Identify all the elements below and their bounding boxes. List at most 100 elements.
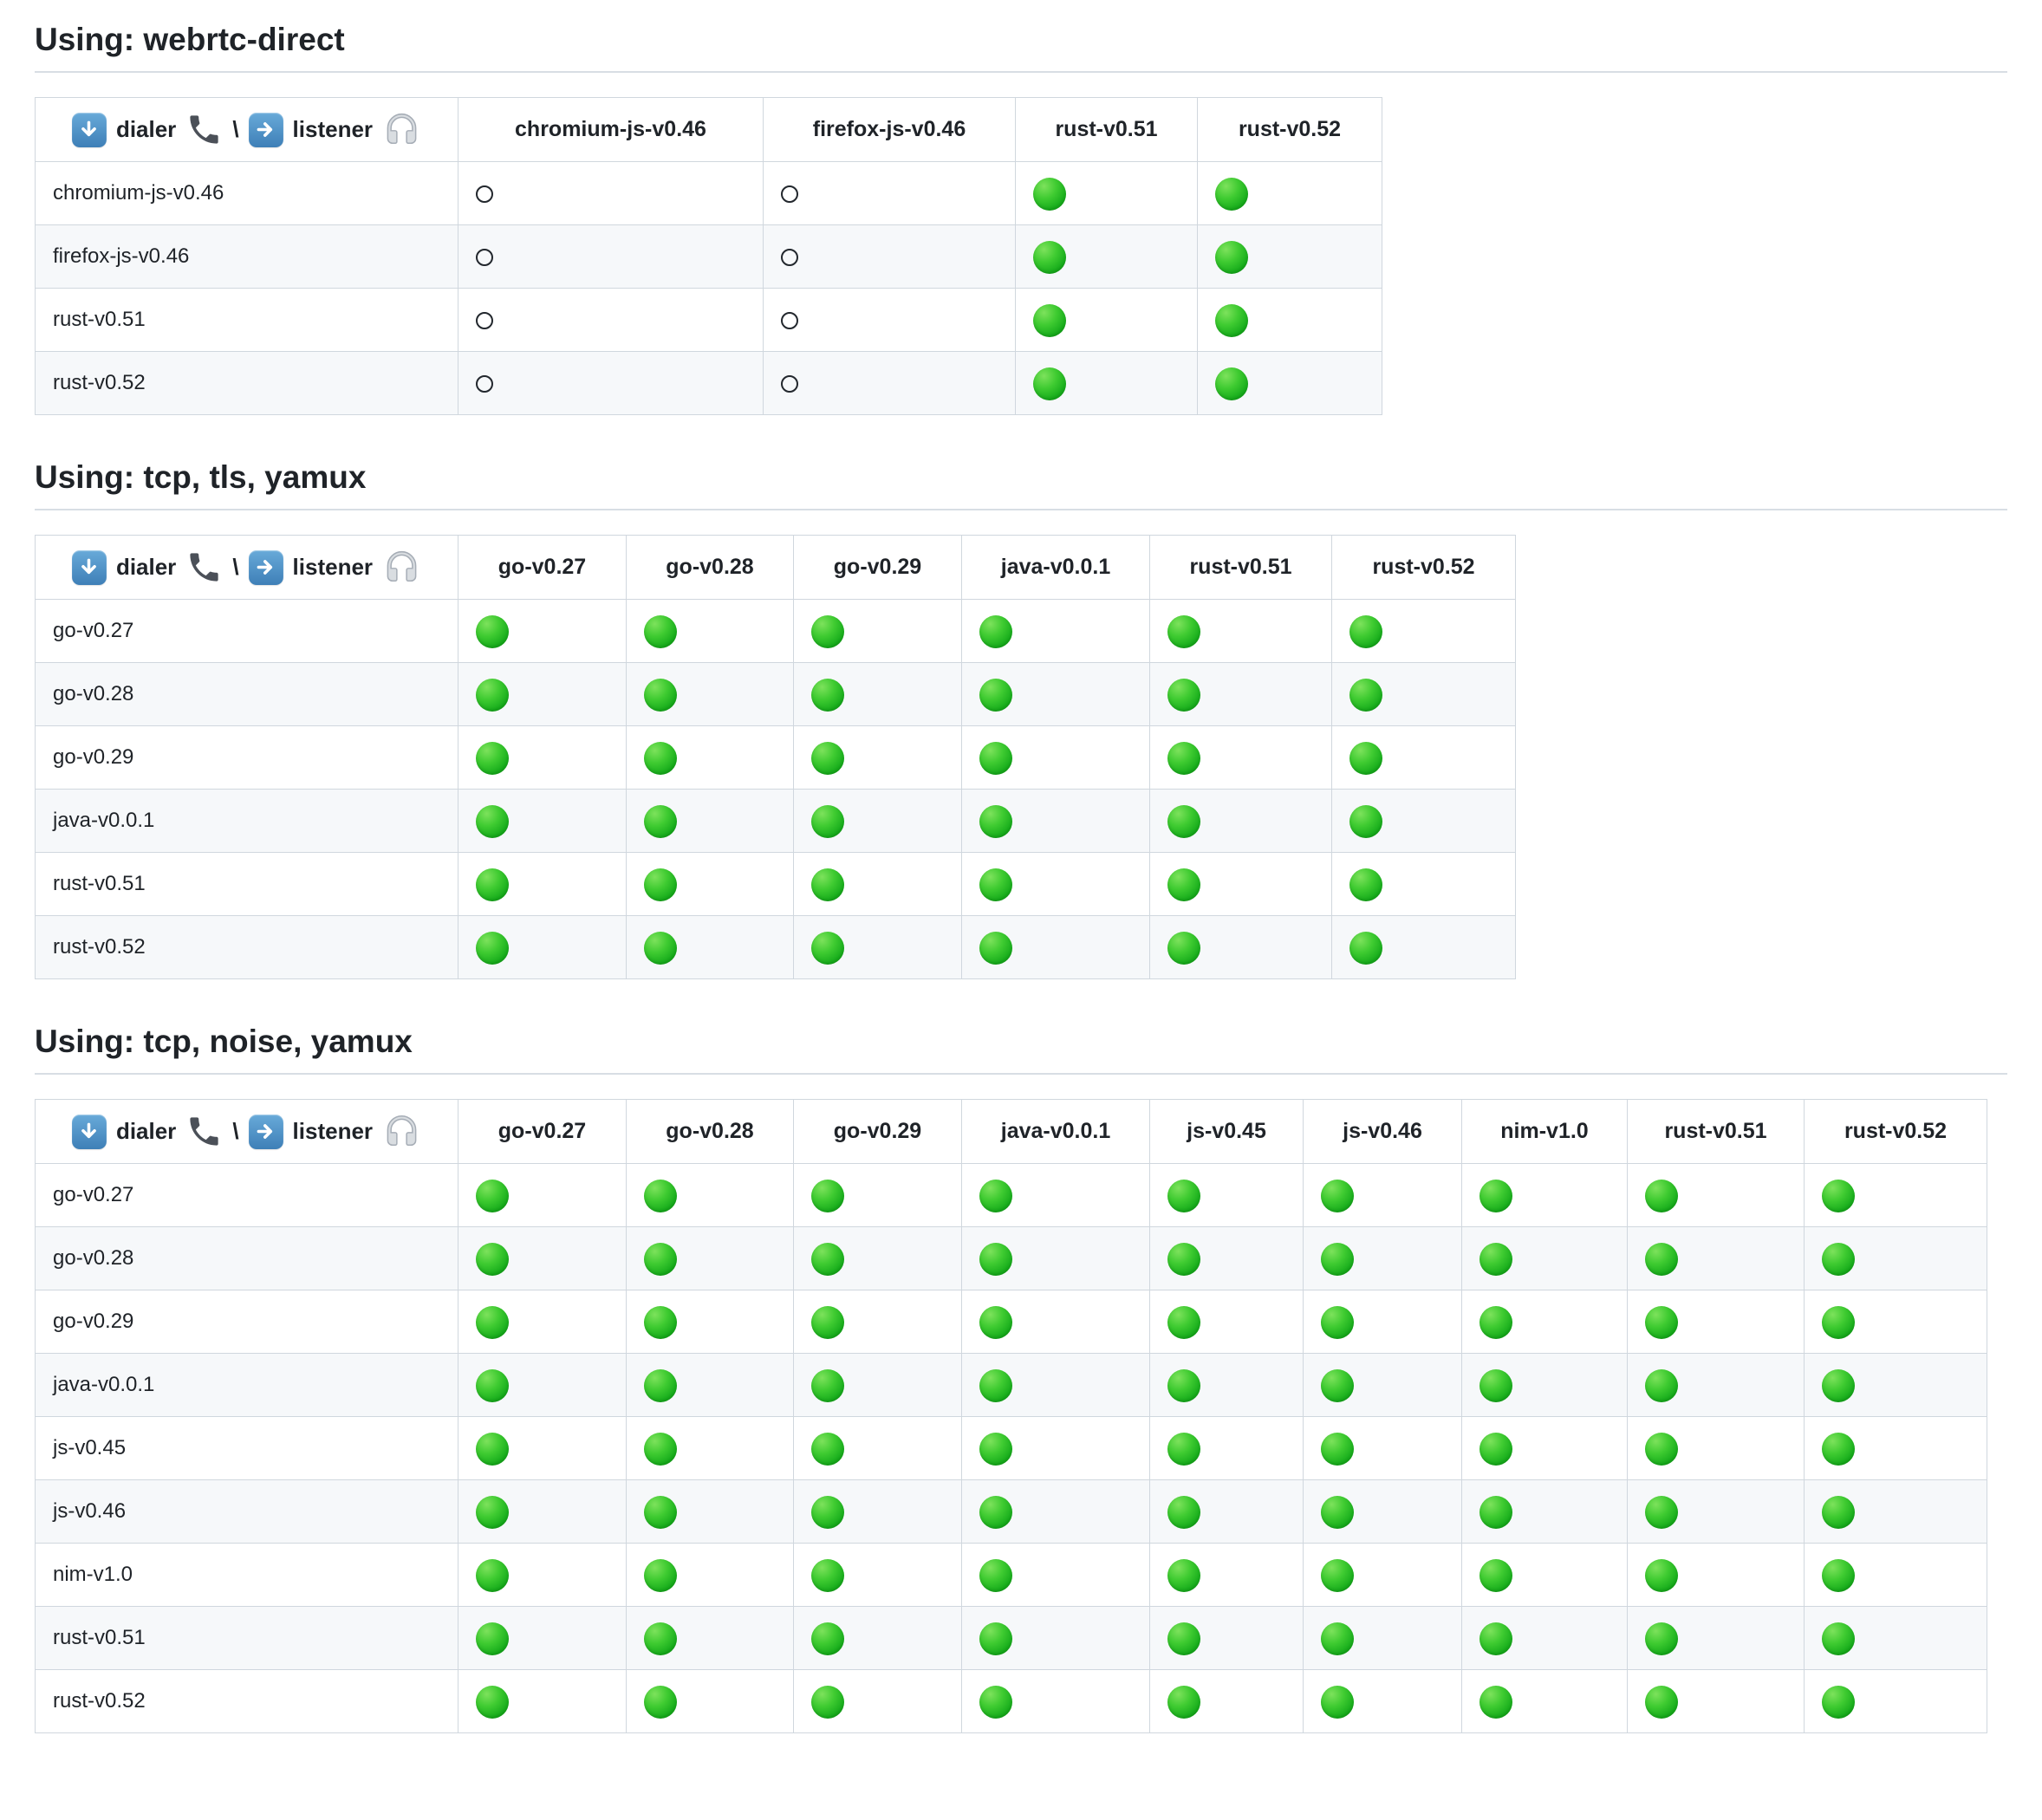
green-circle-icon: [644, 1685, 677, 1719]
green-circle-icon: [979, 931, 1012, 965]
green-circle-icon: [979, 1495, 1012, 1529]
result-cell: [1627, 1163, 1805, 1228]
green-circle-icon: [979, 1368, 1012, 1402]
column-header: firefox-js-v0.46: [763, 97, 1016, 163]
green-circle-icon: [1167, 804, 1200, 838]
result-cell: [1461, 1669, 1628, 1734]
green-circle-icon: [811, 868, 844, 901]
result-cell: [1149, 1543, 1304, 1608]
white-circle-icon: [781, 248, 798, 266]
white-circle-icon: [781, 374, 798, 393]
result-cell: [626, 1669, 794, 1734]
green-circle-icon: [1167, 868, 1200, 901]
headphones-icon: [382, 1112, 421, 1151]
result-cell: [626, 725, 794, 790]
green-circle-icon: [644, 1495, 677, 1529]
green-circle-icon: [979, 1242, 1012, 1276]
corner-separator: \: [232, 116, 239, 143]
green-circle-icon: [1167, 1242, 1200, 1276]
headphones-icon: [382, 548, 421, 587]
table-row: go-v0.27: [35, 1163, 1987, 1228]
column-header: chromium-js-v0.46: [458, 97, 764, 163]
result-cell: [1627, 1353, 1805, 1418]
corner-header: dialer \ listener: [35, 535, 458, 601]
result-cell: [961, 915, 1150, 980]
result-cell: [458, 1416, 627, 1481]
green-circle-icon: [1215, 177, 1248, 211]
result-cell: [1303, 1543, 1462, 1608]
table-row: rust-v0.51: [35, 288, 1382, 353]
result-cell: [458, 1479, 627, 1544]
green-circle-icon: [1479, 1368, 1512, 1402]
row-label: java-v0.0.1: [35, 789, 458, 854]
green-circle-icon: [811, 1495, 844, 1529]
table-row: go-v0.29: [35, 1290, 1987, 1355]
corner-content: dialer \ listener: [48, 110, 445, 149]
green-circle-icon: [1645, 1622, 1678, 1655]
green-circle-icon: [476, 1432, 509, 1466]
result-cell: [1804, 1416, 1987, 1481]
result-cell: [626, 1163, 794, 1228]
green-circle-icon: [476, 614, 509, 648]
green-circle-icon: [644, 1368, 677, 1402]
result-cell: [793, 725, 962, 790]
column-header: java-v0.0.1: [961, 535, 1150, 601]
green-circle-icon: [979, 1685, 1012, 1719]
headphones-icon: [382, 110, 421, 149]
table-row: go-v0.27: [35, 599, 1516, 664]
green-circle-icon: [644, 1305, 677, 1339]
row-label: java-v0.0.1: [35, 1353, 458, 1418]
result-cell: [793, 599, 962, 664]
result-cell: [458, 1669, 627, 1734]
green-circle-icon: [1321, 1558, 1354, 1592]
result-cell: [961, 1543, 1150, 1608]
table-row: go-v0.29: [35, 725, 1516, 790]
result-cell: [1331, 599, 1516, 664]
green-circle-icon: [811, 1432, 844, 1466]
result-cell: [961, 1479, 1150, 1544]
green-circle-icon: [979, 1432, 1012, 1466]
green-circle-icon: [476, 1305, 509, 1339]
result-cell: [793, 1163, 962, 1228]
result-cell: [626, 1479, 794, 1544]
green-circle-icon: [1645, 1558, 1678, 1592]
down-arrow-button-icon: [71, 549, 107, 585]
green-circle-icon: [1349, 868, 1382, 901]
row-label: rust-v0.52: [35, 915, 458, 980]
result-cell: [1627, 1543, 1805, 1608]
row-label: rust-v0.51: [35, 1606, 458, 1671]
result-cell: [458, 1543, 627, 1608]
listener-label: listener: [292, 554, 374, 581]
result-cell: [793, 1606, 962, 1671]
white-circle-icon: [476, 374, 493, 393]
green-circle-icon: [1822, 1179, 1855, 1212]
green-circle-icon: [1033, 240, 1066, 274]
green-circle-icon: [1645, 1495, 1678, 1529]
green-circle-icon: [1822, 1432, 1855, 1466]
interop-table-webrtc-direct: dialer \ listener chromium-js-v0.46 firefox-…: [35, 97, 1382, 416]
result-cell: [1197, 161, 1382, 226]
green-circle-icon: [1167, 1368, 1200, 1402]
column-header: nim-v1.0: [1461, 1099, 1628, 1165]
green-circle-icon: [811, 614, 844, 648]
green-circle-icon: [476, 1242, 509, 1276]
result-cell: [1627, 1290, 1805, 1355]
green-circle-icon: [1645, 1432, 1678, 1466]
result-cell: [793, 915, 962, 980]
result-cell: [458, 662, 627, 727]
result-cell: [1331, 662, 1516, 727]
result-cell: [1303, 1416, 1462, 1481]
telephone-receiver-icon: [185, 549, 223, 586]
green-circle-icon: [476, 678, 509, 712]
result-cell: [1461, 1226, 1628, 1291]
green-circle-icon: [644, 931, 677, 965]
row-label: go-v0.29: [35, 725, 458, 790]
green-circle-icon: [476, 1558, 509, 1592]
result-cell: [1197, 351, 1382, 416]
green-circle-icon: [1167, 1685, 1200, 1719]
row-label: go-v0.27: [35, 599, 458, 664]
green-circle-icon: [1215, 367, 1248, 400]
green-circle-icon: [1645, 1305, 1678, 1339]
green-circle-icon: [979, 804, 1012, 838]
result-cell: [961, 1416, 1150, 1481]
